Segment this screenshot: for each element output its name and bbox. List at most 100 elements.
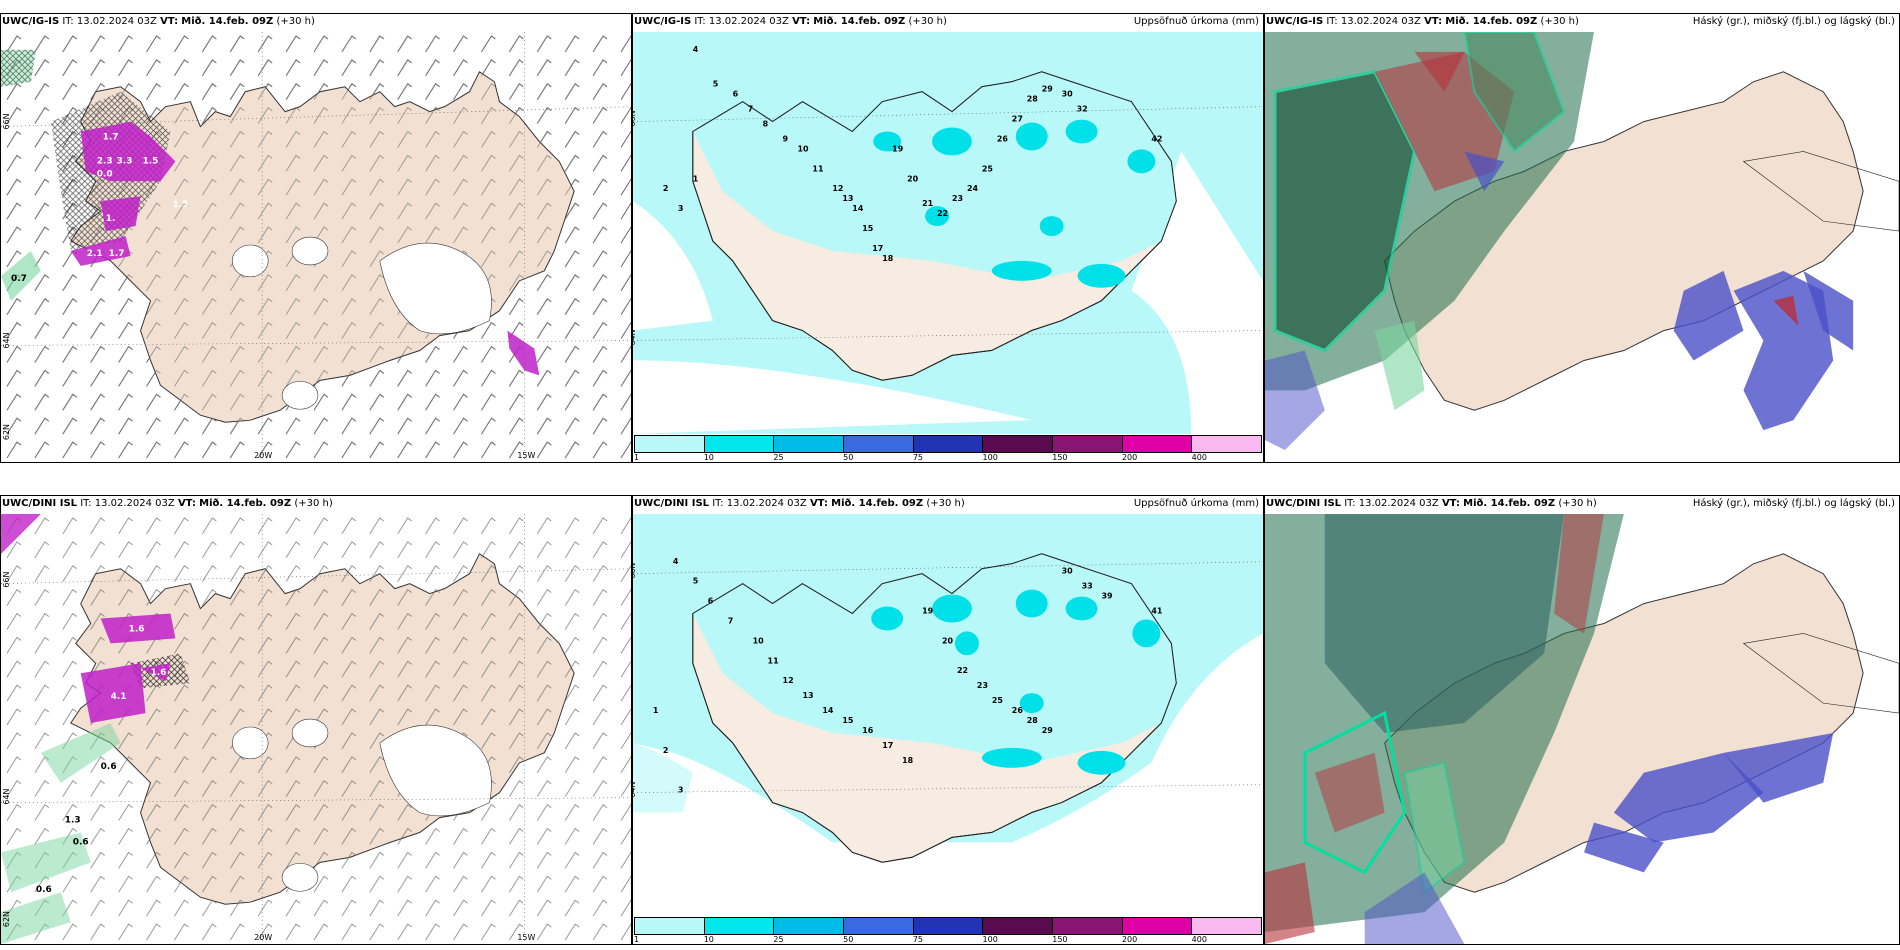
colorbar-cell bbox=[704, 436, 775, 452]
colorbar-tick: 400 bbox=[1191, 453, 1207, 462]
panel-header: UWC/DINI ISL IT: 13.02.2024 03Z VT: Mið.… bbox=[634, 498, 1261, 514]
colorbar-cell bbox=[1053, 436, 1123, 452]
precip-value: 25 bbox=[982, 164, 993, 173]
precip-value: 2 bbox=[663, 746, 669, 755]
colorbar-cell bbox=[704, 918, 775, 934]
precip-value: 29 bbox=[1042, 85, 1054, 94]
precip-value: 20 bbox=[942, 636, 954, 645]
wind-value: 0.6 bbox=[73, 837, 89, 847]
lead-time: (+30 h) bbox=[1540, 16, 1579, 27]
precip-title: Uppsöfnuð úrkoma (mm) bbox=[1133, 498, 1259, 509]
precip-value: 11 bbox=[768, 656, 779, 665]
precip-title: Uppsöfnuð úrkoma (mm) bbox=[1133, 16, 1259, 27]
wind-value: 1.6 bbox=[129, 624, 145, 634]
cloud-panel-row1: UWC/IG-IS IT: 13.02.2024 03Z VT: Mið. 14… bbox=[1264, 13, 1900, 463]
init-time: 13.02.2024 03Z bbox=[76, 16, 157, 27]
colorbar-tick: 150 bbox=[1052, 935, 1068, 944]
precip-value: 30 bbox=[1062, 567, 1074, 576]
lon-label: 20W bbox=[254, 451, 272, 460]
colorbar-tick: 10 bbox=[703, 935, 714, 944]
lat-label: 62N bbox=[2, 424, 11, 440]
precip-colorbar: 1 10 25 50 75 100 150 200 400 bbox=[634, 917, 1262, 944]
colorbar-tick: 1 bbox=[634, 453, 640, 462]
wind-panel-row1: UWC/IG-IS IT: 13.02.2024 03Z VT: Mið. 14… bbox=[0, 13, 632, 463]
lat-label: 62N bbox=[2, 911, 11, 927]
precip-value: 14 bbox=[852, 204, 864, 213]
valid-time: Mið. 14.feb. 09Z bbox=[181, 16, 274, 27]
precip-value: 12 bbox=[832, 184, 843, 193]
precip-value: 41 bbox=[1151, 607, 1162, 616]
precip-value: 21 bbox=[922, 199, 933, 208]
colorbar-ticks: 1 10 25 50 75 100 150 200 400 bbox=[634, 935, 1262, 944]
colorbar-tick: 25 bbox=[773, 935, 784, 944]
valid-time: Mið. 14.feb. 09Z bbox=[1463, 498, 1556, 509]
colorbar-cell bbox=[774, 436, 845, 452]
precip-value: 5 bbox=[713, 80, 719, 89]
precip-value: 11 bbox=[812, 164, 823, 173]
precip-panel-row2: UWC/DINI ISL IT: 13.02.2024 03Z VT: Mið.… bbox=[632, 495, 1264, 945]
precip-map: 4 5 6 7 8 9 10 11 12 13 14 15 17 18 19 20 21 22 23 24 25 26 27… bbox=[633, 32, 1263, 434]
lat-label: 64N bbox=[633, 329, 637, 345]
lead-time: (+30 h) bbox=[276, 16, 315, 27]
panel-header: UWC/IG-IS IT: 13.02.2024 03Z VT: Mið. 14… bbox=[634, 16, 1261, 32]
precip-value: 7 bbox=[748, 105, 754, 114]
colorbar-tick: 25 bbox=[773, 453, 784, 462]
colorbar-tick: 200 bbox=[1121, 453, 1138, 462]
it-label: IT: bbox=[62, 16, 74, 27]
it-label: IT: bbox=[712, 498, 724, 509]
lon-label: 20W bbox=[254, 933, 272, 942]
colorbar-cell bbox=[774, 918, 845, 934]
precip-value: 1 bbox=[693, 174, 699, 183]
colorbar-ticks: 1 10 25 50 75 100 150 200 400 bbox=[634, 453, 1262, 462]
colorbar-tick: 10 bbox=[703, 453, 714, 462]
it-label: IT: bbox=[1344, 498, 1356, 509]
model-name: UWC/DINI ISL bbox=[634, 498, 710, 509]
wind-value: 4.1 bbox=[111, 692, 127, 702]
panel-header: UWC/IG-IS IT: 13.02.2024 03Z VT: Mið. 14… bbox=[2, 16, 629, 32]
lead-time: (+30 h) bbox=[926, 498, 965, 509]
model-name: UWC/DINI ISL bbox=[1266, 498, 1342, 509]
panel-header: UWC/DINI ISL IT: 13.02.2024 03Z VT: Mið.… bbox=[2, 498, 629, 514]
precip-value: 22 bbox=[957, 666, 968, 675]
lead-time: (+30 h) bbox=[1558, 498, 1597, 509]
precip-value: 20 bbox=[907, 174, 919, 183]
wind-value: 1.6 bbox=[151, 668, 167, 678]
colorbar-tick: 75 bbox=[912, 453, 924, 462]
colorbar-cells bbox=[634, 435, 1262, 453]
init-time: 13.02.2024 03Z bbox=[708, 16, 789, 27]
colorbar-tick: 400 bbox=[1191, 935, 1207, 944]
precip-value: 9 bbox=[783, 134, 789, 143]
wind-value: 1. bbox=[106, 214, 116, 224]
model-name: UWC/IG-IS bbox=[2, 16, 60, 27]
init-time: 13.02.2024 03Z bbox=[726, 498, 807, 509]
lat-label: 64N bbox=[2, 332, 11, 348]
it-label: IT: bbox=[1326, 16, 1338, 27]
colorbar-cell bbox=[913, 436, 984, 452]
lon-label: 15W bbox=[517, 451, 535, 460]
precip-value: 26 bbox=[1012, 706, 1024, 715]
colorbar-cell bbox=[983, 918, 1054, 934]
precip-value: 4 bbox=[673, 557, 679, 566]
init-time: 13.02.2024 03Z bbox=[94, 498, 175, 509]
precip-value: 29 bbox=[1042, 726, 1054, 735]
precip-value: 18 bbox=[902, 756, 914, 765]
precip-value: 23 bbox=[952, 194, 963, 203]
colorbar-cell bbox=[1122, 436, 1193, 452]
lead-time: (+30 h) bbox=[294, 498, 333, 509]
model-name: UWC/DINI ISL bbox=[2, 498, 78, 509]
lat-label: 64N bbox=[2, 789, 11, 805]
colorbar-tick: 100 bbox=[982, 935, 998, 944]
lat-label: 66N bbox=[2, 572, 11, 588]
precip-colorbar: 1 10 25 50 75 100 150 200 400 bbox=[634, 435, 1262, 462]
lead-time: (+30 h) bbox=[908, 16, 947, 27]
colorbar-tick: 200 bbox=[1121, 935, 1138, 944]
precip-value: 17 bbox=[882, 741, 893, 750]
colorbar-tick: 100 bbox=[982, 453, 998, 462]
vt-label: VT: bbox=[1441, 498, 1460, 509]
valid-time: Mið. 14.feb. 09Z bbox=[831, 498, 924, 509]
precip-value: 19 bbox=[922, 607, 934, 616]
colorbar-cell bbox=[844, 918, 914, 934]
colorbar-tick: 50 bbox=[843, 453, 854, 462]
precip-value: 4 bbox=[693, 45, 699, 54]
precip-value: 16 bbox=[862, 726, 874, 735]
